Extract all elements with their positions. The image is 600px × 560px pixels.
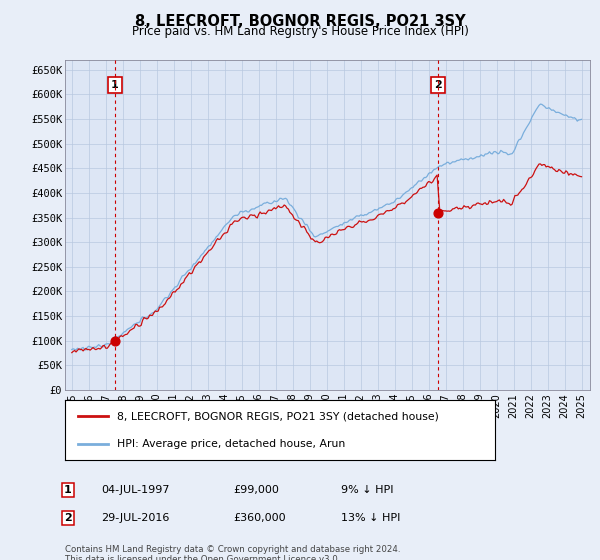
Text: 9% ↓ HPI: 9% ↓ HPI: [341, 485, 394, 495]
Point: [434, 208, 443, 217]
Text: 8, LEECROFT, BOGNOR REGIS, PO21 3SY (detached house): 8, LEECROFT, BOGNOR REGIS, PO21 3SY (det…: [116, 411, 439, 421]
Text: £99,000: £99,000: [233, 485, 279, 495]
Text: Price paid vs. HM Land Registry's House Price Index (HPI): Price paid vs. HM Land Registry's House …: [131, 25, 469, 38]
Text: HPI: Average price, detached house, Arun: HPI: Average price, detached house, Arun: [116, 439, 345, 449]
Point: [110, 337, 120, 346]
Text: 2: 2: [64, 513, 72, 523]
Text: 1: 1: [64, 485, 72, 495]
Text: 04-JUL-1997: 04-JUL-1997: [101, 485, 170, 495]
Text: 8, LEECROFT, BOGNOR REGIS, PO21 3SY: 8, LEECROFT, BOGNOR REGIS, PO21 3SY: [134, 14, 466, 29]
Text: 13% ↓ HPI: 13% ↓ HPI: [341, 513, 400, 523]
Text: Contains HM Land Registry data © Crown copyright and database right 2024.
This d: Contains HM Land Registry data © Crown c…: [65, 545, 401, 560]
Text: £360,000: £360,000: [233, 513, 286, 523]
Text: 2: 2: [434, 80, 442, 90]
Text: 1: 1: [111, 80, 119, 90]
Text: 29-JUL-2016: 29-JUL-2016: [101, 513, 169, 523]
